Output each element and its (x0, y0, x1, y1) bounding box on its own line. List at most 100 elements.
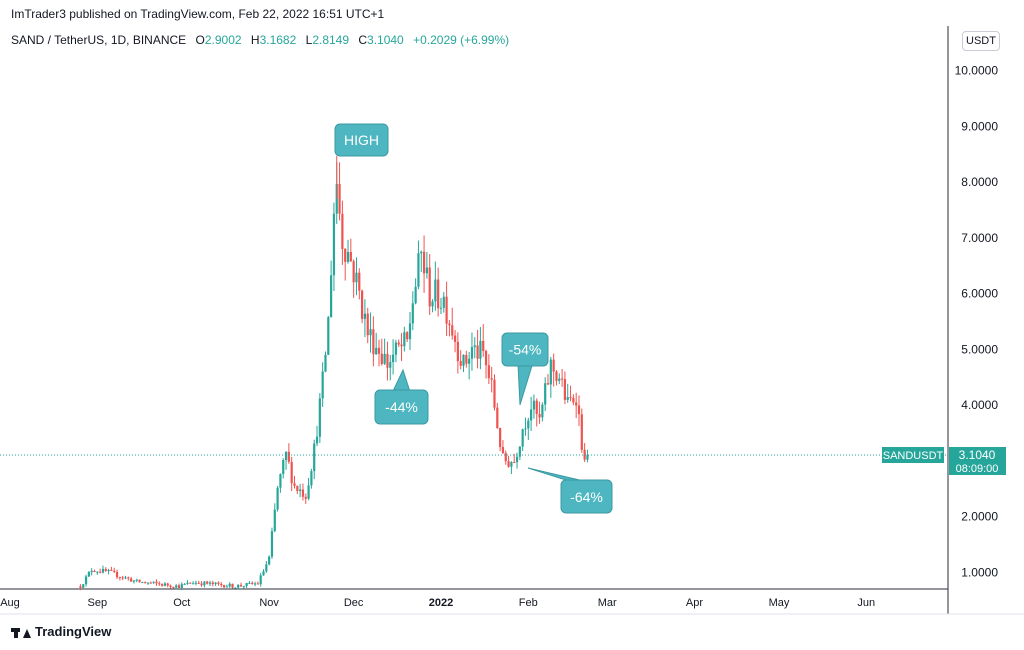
candle-body (558, 378, 561, 381)
candle-body (400, 344, 403, 347)
candle-body (425, 267, 428, 274)
candle-body (200, 583, 203, 586)
candle-body (118, 577, 121, 579)
candle-body (262, 571, 265, 576)
candle-body (284, 451, 288, 461)
footer-brand-text: TradingView (35, 624, 112, 639)
y-tick-label: 9.0000 (961, 119, 998, 133)
candle-body (380, 353, 383, 364)
candle-body (152, 581, 155, 583)
candle-body (552, 359, 555, 372)
x-tick-label: Feb (519, 597, 538, 609)
candle-body (575, 402, 578, 406)
candle-body (338, 184, 341, 214)
candle-body (541, 404, 544, 418)
candle-body (220, 583, 223, 586)
callout-box (334, 123, 389, 157)
high-label: H (250, 33, 260, 47)
candle-body (166, 583, 169, 586)
candle-body (456, 341, 459, 362)
x-tick-label: Mar (598, 597, 617, 609)
candle-body (417, 253, 420, 287)
candle-body (245, 582, 248, 587)
candle-body (222, 585, 226, 588)
candle-body (403, 332, 406, 347)
candle-body (161, 584, 164, 586)
candle-body (276, 487, 279, 510)
candle-body (391, 354, 395, 363)
close-value: 3.1040 (367, 33, 404, 47)
candle-body (394, 342, 398, 355)
candle-body (442, 296, 445, 308)
candle-body (563, 379, 567, 400)
symbol-tag-bg (882, 446, 944, 463)
candle-body (93, 570, 96, 572)
candle-body (335, 184, 338, 214)
candle-body (487, 365, 490, 379)
y-tick-label: 6.0000 (961, 287, 998, 301)
x-tick-label: Dec (344, 597, 364, 609)
candle-body (445, 296, 448, 324)
x-tick-label: Sep (88, 597, 108, 609)
candle-body (203, 581, 206, 586)
open-label: O (195, 33, 205, 47)
y-tick-label: 8.0000 (961, 175, 998, 189)
candle-body (397, 342, 400, 345)
candle-body (372, 329, 375, 355)
candle-body (346, 251, 350, 262)
callout-box (560, 479, 613, 514)
price-tag-value: 3.1040 (959, 448, 996, 462)
candle-body (172, 586, 175, 588)
candle-body (144, 582, 147, 584)
publisher-line: ImTrader3 published on TradingView.com, … (11, 7, 385, 21)
candle-body (256, 583, 259, 585)
candle-body (138, 579, 141, 583)
candle-body (341, 213, 344, 249)
candle-body (155, 581, 158, 584)
candle-body (127, 577, 130, 579)
candle-body (90, 570, 93, 573)
candle-body (566, 397, 569, 400)
candle-body (428, 267, 431, 307)
candle-body (296, 485, 299, 492)
candle-body (484, 350, 488, 366)
callout-box (374, 389, 429, 425)
candle-body (177, 585, 181, 588)
drop-44-callout: -44% (374, 368, 429, 425)
candle-body (358, 272, 361, 291)
candle-body (361, 290, 364, 319)
candle-body (524, 428, 527, 430)
callout-box (501, 332, 549, 367)
close-label: C (358, 33, 368, 47)
candle-body (386, 353, 389, 368)
symbol-title[interactable]: SAND / TetherUS, 1D, BINANCE (11, 33, 187, 47)
candle-body (107, 569, 110, 572)
candle-body (515, 456, 519, 463)
candle-body (470, 347, 474, 359)
candle-body (499, 428, 502, 448)
candle-body (383, 353, 386, 364)
candle-body (206, 581, 209, 584)
candle-body (189, 582, 192, 584)
candle-body (228, 583, 231, 587)
candle-body (307, 485, 310, 499)
y-tick-label: 7.0000 (961, 231, 998, 245)
callout-text: -54% (509, 342, 542, 358)
currency-button[interactable]: USDT (962, 31, 1000, 51)
candle-body (268, 556, 271, 565)
symbol-tag-text: SANDUSDT (883, 450, 944, 462)
candle-body (349, 251, 352, 262)
y-tick-label: 5.0000 (961, 342, 998, 356)
x-tick-label: Aug (0, 597, 20, 609)
candle-body (242, 586, 245, 588)
candle-body (549, 359, 552, 385)
candle-body (115, 571, 119, 578)
candle-body (96, 571, 99, 573)
candle-body (175, 585, 178, 588)
footer-brand[interactable]: TradingView (11, 624, 111, 639)
candle-body (459, 361, 462, 366)
candle-body (507, 461, 510, 467)
candle-body (84, 576, 88, 585)
candle-body (315, 436, 319, 444)
